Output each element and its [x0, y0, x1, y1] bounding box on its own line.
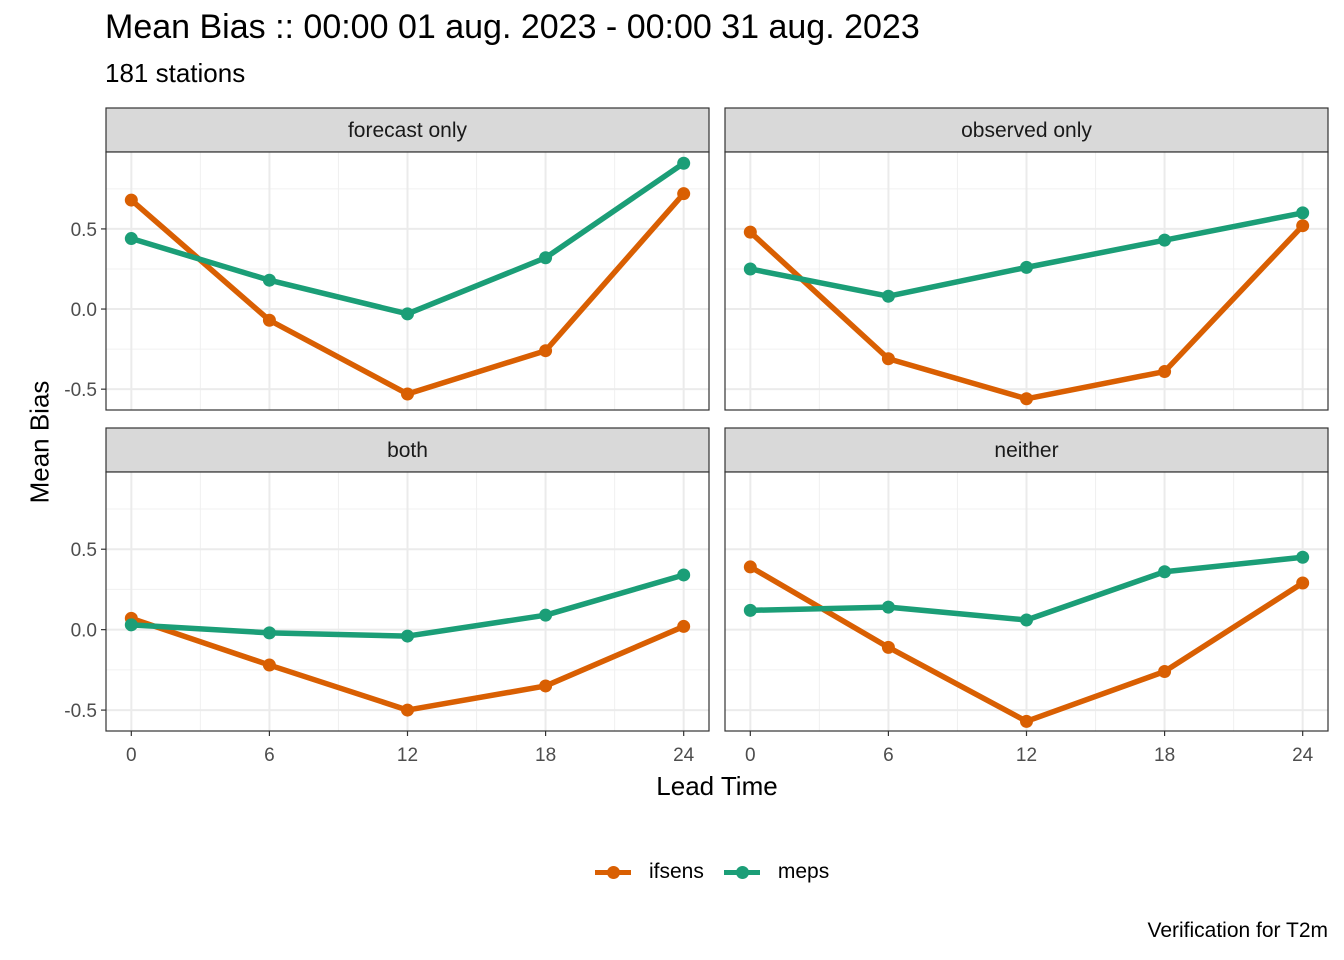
x-tick-label: 24	[673, 745, 695, 766]
data-point-meps	[1158, 233, 1172, 247]
data-point-ifsens	[881, 352, 895, 366]
data-point-ifsens	[1296, 576, 1310, 590]
data-point-meps	[1296, 206, 1310, 220]
legend-key-ifsens	[593, 856, 633, 888]
panel-observed-only: observed only	[724, 107, 1329, 411]
facet-label: observed only	[961, 119, 1092, 142]
legend-dot-meps	[735, 866, 749, 879]
legend-label-ifsens: ifsens	[649, 860, 704, 883]
y-tick-label: 0.5	[71, 220, 97, 241]
data-point-ifsens	[401, 703, 414, 717]
x-tick-label: 6	[264, 745, 275, 766]
data-point-ifsens	[1020, 714, 1033, 728]
data-point-meps	[881, 289, 895, 303]
facet-strip	[105, 107, 710, 153]
data-point-meps	[1020, 613, 1033, 627]
panel-both: both -0.5 0.0 0.5 0 6 12 18 24	[64, 427, 710, 766]
facet-label: forecast only	[348, 119, 468, 142]
data-point-ifsens	[1020, 392, 1033, 406]
y-tick-label: -0.5	[64, 380, 97, 401]
data-point-ifsens	[262, 313, 276, 327]
data-point-meps	[1158, 565, 1172, 579]
data-point-meps	[677, 156, 691, 170]
facet-strip	[105, 427, 710, 473]
x-tick-label: 24	[1292, 745, 1314, 766]
data-point-ifsens	[743, 560, 757, 574]
x-tick-label: 6	[883, 745, 894, 766]
data-point-ifsens	[401, 387, 414, 401]
data-point-ifsens	[1296, 219, 1310, 233]
legend-label-meps: meps	[777, 860, 830, 883]
x-tick-label: 0	[126, 745, 137, 766]
panel-forecast-only: forecast only -0.5 0.0 0.5	[64, 107, 710, 411]
data-point-meps	[1296, 550, 1310, 564]
chart-title: Mean Bias :: 00:00 01 aug. 2023 - 00:00 …	[105, 8, 920, 46]
data-point-ifsens	[1158, 664, 1172, 678]
x-tick-label: 12	[1016, 745, 1037, 766]
data-point-meps	[262, 626, 276, 640]
data-point-meps	[677, 568, 691, 582]
data-point-ifsens	[262, 658, 276, 672]
legend-dot-ifsens	[607, 866, 620, 879]
facet-strip	[724, 107, 1329, 153]
data-point-meps	[881, 600, 895, 614]
x-axis-label: Lead Time	[656, 771, 778, 801]
data-point-meps	[539, 608, 553, 622]
data-point-ifsens	[677, 619, 691, 633]
data-point-meps	[539, 251, 553, 265]
y-tick-label: -0.5	[64, 701, 97, 722]
legend-item-ifsens: ifsens	[593, 856, 704, 888]
data-point-meps	[401, 307, 414, 321]
x-tick-label: 18	[1154, 745, 1175, 766]
chart-caption: Verification for T2m	[1147, 919, 1328, 942]
data-point-ifsens	[743, 225, 757, 239]
x-tick-label: 12	[397, 745, 418, 766]
data-point-meps	[743, 603, 757, 617]
data-point-meps	[262, 273, 276, 287]
data-point-ifsens	[539, 679, 553, 693]
panel-border	[724, 151, 1329, 411]
x-tick-label: 0	[745, 745, 756, 766]
facet-label: both	[387, 439, 428, 462]
panel-neither: neither 0 6 12 18 24	[724, 427, 1329, 766]
y-tick-label: 0.0	[71, 621, 97, 642]
data-point-meps	[124, 232, 138, 246]
data-point-ifsens	[539, 344, 553, 358]
data-point-ifsens	[1158, 365, 1172, 379]
data-point-meps	[124, 618, 138, 632]
data-point-meps	[1020, 260, 1033, 274]
data-point-ifsens	[677, 187, 691, 201]
x-tick-label: 18	[535, 745, 556, 766]
panel-border	[105, 151, 710, 411]
chart-legend: ifsens meps	[593, 856, 847, 888]
legend-item-meps: meps	[722, 856, 829, 888]
legend-key-meps	[722, 856, 762, 888]
data-point-ifsens	[881, 640, 895, 654]
data-point-meps	[401, 629, 414, 643]
y-tick-label: 0.0	[71, 300, 97, 321]
data-point-ifsens	[124, 193, 138, 207]
facet-label: neither	[994, 439, 1058, 462]
chart-subtitle: 181 stations	[105, 58, 246, 88]
y-tick-label: 0.5	[71, 540, 97, 561]
data-point-meps	[743, 262, 757, 276]
